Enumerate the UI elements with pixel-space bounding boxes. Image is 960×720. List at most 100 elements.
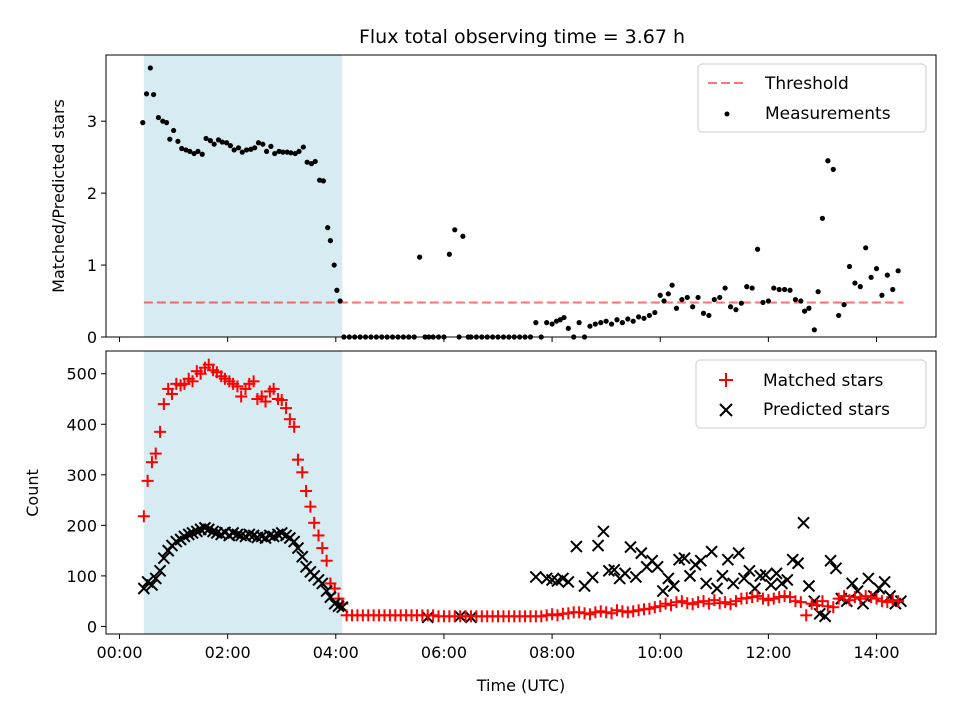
matched-star-marker xyxy=(643,602,656,615)
measurement-point xyxy=(841,302,847,308)
measurement-point xyxy=(679,296,685,303)
matched-star-marker xyxy=(154,425,167,438)
measurement-point xyxy=(417,254,423,260)
predicted-star-marker xyxy=(878,575,891,589)
matched-star-marker xyxy=(137,510,150,523)
measurement-point xyxy=(657,292,663,298)
predicted-star-marker xyxy=(856,597,870,610)
predicted-star-marker xyxy=(737,572,751,585)
measurement-point xyxy=(147,65,153,71)
matched-star-marker xyxy=(320,554,333,567)
figure-title: Flux total observing time = 3.67 h xyxy=(359,26,685,48)
matched-star-marker xyxy=(621,606,634,619)
predicted-star-marker xyxy=(721,553,735,566)
matched-star-marker xyxy=(157,398,170,411)
measurement-point xyxy=(879,292,885,298)
count-x-tick-label: 12:00 xyxy=(745,643,791,662)
matched-star-marker xyxy=(275,394,288,407)
predicted-star-marker xyxy=(618,567,632,580)
measurement-point xyxy=(576,320,582,326)
predicted-star-marker xyxy=(791,557,805,570)
measurement-point xyxy=(175,138,181,144)
measurement-point xyxy=(625,316,631,322)
matched-star-marker xyxy=(794,596,807,609)
legend-matched-swatch xyxy=(719,373,733,387)
predicted-star-marker xyxy=(748,582,762,595)
matched-star-marker xyxy=(713,597,726,610)
matched-star-marker xyxy=(312,529,325,542)
predicted-star-marker xyxy=(743,564,756,578)
matched-star-marker xyxy=(816,595,829,608)
matched-star-marker xyxy=(865,591,878,604)
predicted-star-marker xyxy=(683,569,697,583)
measurement-point xyxy=(802,308,808,314)
legend-predicted-label: Predicted stars xyxy=(763,400,890,420)
predicted-star-marker xyxy=(586,571,599,584)
matched-star-marker xyxy=(892,595,905,608)
measurement-point xyxy=(738,300,744,306)
matched-star-marker xyxy=(762,594,775,607)
measurement-point xyxy=(203,135,209,142)
matched-star-marker xyxy=(610,604,623,617)
measurement-point xyxy=(312,158,318,165)
predicted-star-marker xyxy=(845,577,859,590)
measurement-point xyxy=(792,296,799,303)
measurement-point xyxy=(187,148,193,154)
measurement-point xyxy=(255,140,262,146)
measurement-point xyxy=(199,151,205,157)
measurement-point xyxy=(830,166,836,172)
predicted-star-marker xyxy=(198,521,212,535)
count-y-tick-label: 0 xyxy=(87,617,97,636)
count-x-tick-label: 08:00 xyxy=(529,643,575,662)
matched-star-marker xyxy=(800,609,813,622)
measurement-point xyxy=(231,147,237,153)
matched-star-marker xyxy=(881,596,894,609)
count-y-tick-label: 300 xyxy=(66,466,97,485)
matched-star-marker xyxy=(670,596,683,609)
measurement-points xyxy=(140,65,901,340)
matched-star-marker xyxy=(308,516,321,529)
matched-star-marker xyxy=(740,592,753,605)
matched-star-marker xyxy=(535,610,548,623)
measurement-point xyxy=(598,320,604,326)
matched-star-marker xyxy=(675,595,688,608)
matched-star-marker xyxy=(719,596,732,609)
predicted-star-marker xyxy=(529,570,543,584)
predicted-star-marker xyxy=(186,526,199,540)
measurement-point xyxy=(711,296,717,303)
predicted-star-marker xyxy=(727,577,740,590)
measurement-point xyxy=(325,225,331,231)
matched-star-marker xyxy=(778,590,791,603)
predicted-star-marker xyxy=(320,584,333,598)
ratio-y-tick-label: 3 xyxy=(87,112,97,131)
measurement-point xyxy=(170,127,177,134)
predicted-star-marker xyxy=(597,525,610,538)
measurement-point xyxy=(223,140,230,146)
predicted-star-marker xyxy=(157,551,171,565)
predicted-star-marker xyxy=(770,567,783,580)
measurement-point xyxy=(320,178,326,184)
count-x-tick-label: 06:00 xyxy=(421,643,467,662)
count-x-tick-label: 02:00 xyxy=(205,643,251,662)
measurement-point xyxy=(765,298,771,304)
predicted-star-marker xyxy=(635,546,648,560)
measurement-point xyxy=(717,294,723,301)
matched-star-marker xyxy=(870,592,883,605)
measurement-point xyxy=(272,150,278,157)
measurement-point xyxy=(873,266,880,272)
matched-star-marker xyxy=(665,599,678,612)
legend-predicted-swatch xyxy=(719,403,733,417)
measurement-point xyxy=(296,148,302,154)
predicted-star-marker xyxy=(775,577,789,590)
predicted-star-marker xyxy=(732,546,745,560)
matched-star-marker xyxy=(304,500,317,513)
matched-star-marker xyxy=(605,607,618,620)
matched-star-marker xyxy=(686,598,699,611)
predicted-star-marker xyxy=(570,540,583,553)
measurement-point xyxy=(608,321,615,327)
count-legend: Matched stars Predicted stars xyxy=(695,359,927,429)
predicted-star-marker xyxy=(764,578,778,592)
measurement-point xyxy=(857,284,863,290)
matched-star-marker xyxy=(280,402,293,415)
legend-measurement-swatch xyxy=(724,111,730,117)
